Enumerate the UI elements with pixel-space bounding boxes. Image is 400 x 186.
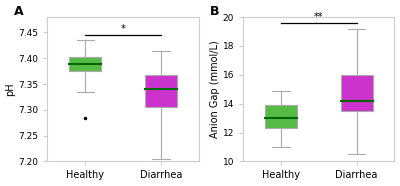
Text: A: A bbox=[14, 5, 24, 18]
Text: *: * bbox=[121, 24, 126, 34]
Bar bbox=[70, 57, 101, 71]
Y-axis label: Anion Gap (mmol/L): Anion Gap (mmol/L) bbox=[210, 40, 220, 138]
Bar bbox=[145, 75, 177, 107]
Y-axis label: pH: pH bbox=[6, 82, 16, 96]
Text: **: ** bbox=[314, 12, 324, 22]
Bar bbox=[265, 105, 297, 128]
Bar bbox=[341, 75, 372, 111]
Text: B: B bbox=[210, 5, 219, 18]
